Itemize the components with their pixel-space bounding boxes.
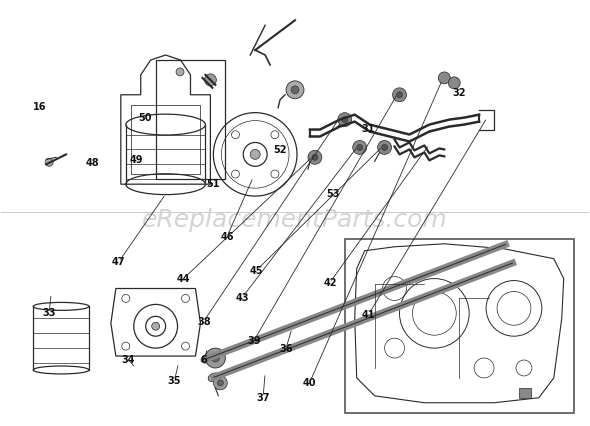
Bar	[519, 388, 531, 398]
Circle shape	[152, 322, 160, 331]
Text: 33: 33	[43, 308, 56, 317]
Text: 39: 39	[247, 335, 261, 345]
Text: 32: 32	[453, 87, 466, 98]
Text: 31: 31	[362, 124, 375, 133]
Text: 41: 41	[362, 310, 375, 320]
Text: 36: 36	[280, 343, 293, 354]
Circle shape	[392, 89, 407, 103]
Bar	[345, 239, 573, 413]
Circle shape	[495, 255, 503, 263]
Circle shape	[214, 376, 227, 390]
Circle shape	[338, 113, 352, 127]
Circle shape	[490, 250, 508, 268]
Text: 38: 38	[197, 316, 211, 326]
Circle shape	[342, 117, 348, 123]
Circle shape	[204, 75, 217, 86]
Text: 52: 52	[274, 144, 287, 155]
Text: 50: 50	[139, 113, 152, 123]
Text: 40: 40	[303, 377, 316, 387]
Text: 16: 16	[33, 102, 46, 112]
Text: eReplacementParts.com: eReplacementParts.com	[142, 207, 448, 231]
Bar	[156, 61, 225, 180]
Text: 45: 45	[250, 265, 264, 275]
Ellipse shape	[201, 354, 212, 363]
Circle shape	[308, 151, 322, 165]
Circle shape	[378, 141, 392, 155]
Circle shape	[291, 86, 299, 95]
Text: 43: 43	[235, 293, 249, 302]
Text: 46: 46	[221, 231, 234, 241]
Circle shape	[286, 82, 304, 100]
Circle shape	[438, 73, 450, 85]
Text: 53: 53	[326, 189, 340, 199]
Ellipse shape	[507, 259, 518, 268]
Circle shape	[312, 155, 318, 161]
Text: 48: 48	[86, 157, 99, 167]
Circle shape	[45, 159, 53, 167]
Text: 6: 6	[201, 354, 207, 364]
Circle shape	[250, 150, 260, 160]
Text: 35: 35	[168, 375, 181, 385]
Ellipse shape	[208, 373, 219, 382]
Text: 44: 44	[176, 273, 190, 284]
Text: 51: 51	[206, 178, 219, 188]
Text: 37: 37	[256, 392, 270, 402]
Text: 34: 34	[121, 354, 135, 364]
Text: 49: 49	[130, 155, 143, 165]
Ellipse shape	[500, 241, 511, 249]
Ellipse shape	[375, 304, 392, 316]
Circle shape	[211, 354, 219, 362]
Circle shape	[176, 69, 184, 77]
Circle shape	[353, 141, 366, 155]
Bar	[131, 106, 201, 175]
Ellipse shape	[368, 286, 385, 297]
Circle shape	[396, 92, 402, 98]
Text: 47: 47	[112, 257, 126, 267]
Circle shape	[217, 380, 224, 386]
Circle shape	[205, 348, 225, 368]
Circle shape	[382, 145, 388, 151]
Circle shape	[357, 145, 363, 151]
Circle shape	[448, 78, 460, 89]
Text: 42: 42	[323, 278, 337, 288]
